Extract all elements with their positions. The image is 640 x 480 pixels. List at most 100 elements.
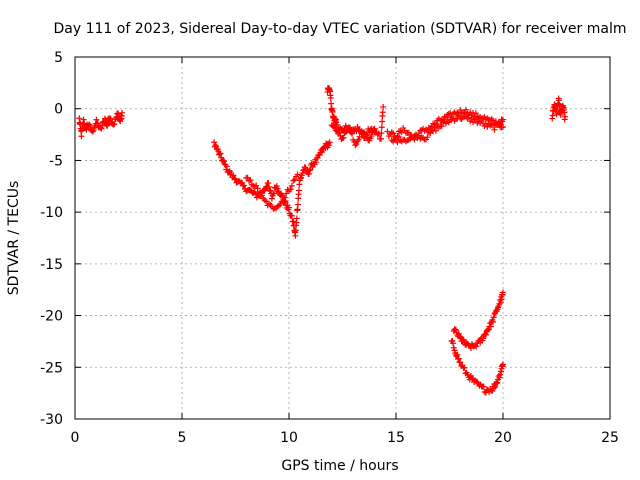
data-point: [253, 182, 260, 189]
x-tick-label: 5: [178, 430, 187, 446]
data-point: [379, 118, 386, 125]
data-point: [217, 150, 224, 157]
data-point: [368, 133, 375, 140]
data-point: [364, 134, 371, 141]
data-point: [490, 318, 497, 325]
data-point: [271, 190, 278, 197]
data-point: [352, 142, 359, 149]
y-axis-label: SDTVAR / TECUs: [6, 181, 22, 296]
data-points: [76, 85, 569, 396]
data-point: [380, 103, 387, 110]
data-point: [354, 123, 361, 130]
y-tick-label: -15: [40, 257, 63, 273]
data-point: [500, 116, 506, 123]
data-point: [490, 122, 497, 129]
data-point: [111, 120, 118, 127]
data-point: [268, 195, 275, 202]
data-point: [378, 135, 385, 142]
data-point: [340, 134, 347, 141]
grid-lines: [75, 57, 610, 419]
data-point: [491, 126, 498, 133]
data-point: [457, 359, 464, 366]
data-point: [360, 129, 367, 136]
data-point: [378, 124, 385, 131]
data-point: [231, 175, 238, 182]
data-point: [294, 201, 301, 208]
data-point: [359, 129, 366, 136]
y-axis-ticks: 5 0 -5 -10 -15 -20 -25 -30: [40, 50, 610, 428]
data-point: [378, 130, 385, 137]
data-point: [293, 215, 300, 222]
data-point: [390, 130, 397, 137]
data-point: [467, 118, 474, 125]
data-point: [247, 177, 254, 184]
x-tick-label: 20: [494, 430, 512, 446]
data-point: [465, 114, 472, 121]
data-point: [265, 180, 272, 187]
data-point: [336, 126, 343, 133]
data-point: [294, 171, 301, 178]
data-point: [305, 170, 312, 177]
data-point: [462, 106, 469, 113]
data-point: [438, 123, 445, 130]
data-point: [246, 177, 253, 184]
y-tick-label: -20: [40, 309, 63, 325]
data-point: [455, 355, 462, 362]
data-point: [492, 383, 499, 390]
data-point: [333, 116, 340, 123]
data-point: [327, 94, 334, 101]
data-point: [412, 131, 419, 138]
data-point: [94, 120, 101, 127]
data-point: [291, 176, 298, 183]
data-point: [280, 198, 287, 205]
y-tick-label: -25: [40, 360, 63, 376]
data-point: [494, 379, 501, 386]
data-point: [288, 182, 295, 189]
data-point: [480, 335, 487, 342]
data-point: [500, 361, 506, 368]
y-tick-label: 5: [54, 50, 63, 66]
data-point: [290, 177, 297, 184]
y-tick-label: 0: [54, 102, 63, 118]
data-point: [445, 119, 452, 126]
data-point: [223, 163, 230, 170]
chart-title: Day 111 of 2023, Sidereal Day-to-day VTE…: [54, 21, 627, 37]
data-point: [482, 331, 489, 338]
data-point: [328, 100, 335, 107]
data-point: [110, 121, 117, 128]
data-point: [78, 133, 85, 140]
data-point: [493, 380, 500, 387]
data-point: [349, 130, 356, 137]
data-point: [276, 202, 283, 209]
data-point: [562, 113, 569, 120]
data-point: [472, 110, 479, 117]
data-point: [266, 187, 273, 194]
data-point: [418, 127, 425, 134]
data-point: [301, 164, 308, 171]
data-point: [397, 128, 404, 135]
data-point: [384, 128, 391, 135]
data-point: [549, 112, 556, 119]
data-point: [334, 121, 341, 128]
data-point: [93, 116, 100, 123]
data-point: [221, 158, 228, 165]
x-axis-ticks: 0 5 10 15 20 25: [71, 57, 619, 446]
data-point: [480, 383, 487, 390]
data-point: [313, 159, 320, 166]
y-tick-label: -30: [40, 412, 63, 428]
y-tick-label: -5: [49, 153, 63, 169]
data-point: [119, 109, 126, 116]
data-point: [230, 172, 237, 179]
data-point: [487, 323, 494, 330]
data-point: [450, 340, 457, 347]
data-point: [281, 194, 288, 201]
data-point: [490, 314, 497, 321]
data-point: [286, 204, 292, 211]
data-point: [500, 124, 506, 131]
y-tick-label: -10: [40, 205, 63, 221]
x-tick-label: 25: [601, 430, 619, 446]
data-point: [287, 186, 294, 193]
data-point: [306, 167, 313, 174]
data-point: [424, 134, 431, 141]
